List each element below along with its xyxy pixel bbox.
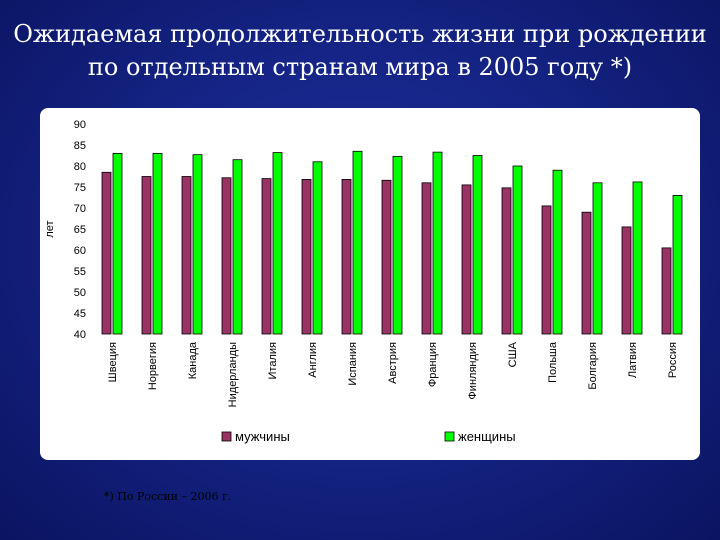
- x-tick-label: Нидерланды: [227, 342, 239, 407]
- bar-women: Россия: 73: [672, 195, 683, 335]
- bar-women: Австрия: 82.3: [392, 155, 403, 335]
- bar-women: Канада: 82.7: [192, 154, 203, 335]
- x-tick-label: Швеция: [107, 342, 119, 382]
- x-tick-label: Финляндия: [467, 342, 479, 400]
- y-tick-label: 85: [74, 140, 86, 152]
- title-line-1: Ожидаемая продолжительность жизни при ро…: [13, 20, 707, 48]
- y-tick-label: 90: [74, 119, 86, 131]
- y-tick-label: 65: [74, 224, 86, 236]
- legend-swatch: [221, 431, 232, 442]
- bar-men: Латвия: 65.5: [621, 226, 632, 335]
- title-line-2: по отдельным странам мира в 2005 году *): [87, 53, 633, 81]
- x-tick-label: Латвия: [627, 342, 639, 378]
- y-tick-label: 60: [74, 245, 86, 257]
- bar-women: Норвегия: 83: [152, 153, 163, 335]
- bar-men: Швеция: 78.5: [101, 171, 112, 335]
- bar-men: Финляндия: 75.5: [461, 184, 472, 335]
- bar-men: Норвегия: 77.5: [141, 176, 152, 335]
- y-tick-label: 55: [74, 266, 86, 278]
- bar-men: Австрия: 76.6: [381, 179, 392, 335]
- y-axis-label: лет: [44, 220, 56, 237]
- bar-women: Испания: 83.5: [352, 150, 363, 335]
- x-tick-label: Франция: [427, 342, 439, 387]
- x-tick-label: США: [507, 341, 519, 367]
- legend-label: мужчины: [235, 429, 290, 444]
- y-tick-label: 50: [74, 287, 86, 299]
- x-tick-label: Болгария: [587, 342, 599, 390]
- bar-chart: 40 45 50 55 60 65 70 75 80 85 90 лет Швеция: 78.5 Нор…: [44, 119, 683, 444]
- y-tick-label: 80: [74, 161, 86, 173]
- legend-label: женщины: [458, 429, 516, 444]
- bar-men: Англия: 76.8: [301, 179, 312, 335]
- bar-men: Италия: 77: [261, 178, 272, 335]
- x-tick-label: Испания: [347, 342, 359, 386]
- bar-women: Болгария: 76: [592, 182, 603, 335]
- legend-swatch: [444, 431, 455, 442]
- bar-women: Латвия: 76.2: [632, 181, 643, 335]
- bar-women: США: 80: [512, 165, 523, 335]
- bar-men: США: 74.8: [501, 187, 512, 335]
- y-tick-label: 75: [74, 182, 86, 194]
- y-tick-label: 45: [74, 308, 86, 320]
- bar-men: Россия: 60.5: [661, 247, 672, 335]
- bar-women: Италия: 83.2: [272, 152, 283, 335]
- y-tick-label: 70: [74, 203, 86, 215]
- bar-women: Финляндия: 82.5: [472, 155, 483, 335]
- x-tick-label: Польша: [547, 341, 559, 383]
- bar-men: Болгария: 69: [581, 211, 592, 335]
- bar-women: Польша: 79: [552, 169, 563, 335]
- bar-men: Франция: 76: [421, 182, 432, 335]
- bar-women: Нидерланды: 81.5: [232, 159, 243, 335]
- bar-women: Франция: 83.3: [432, 151, 443, 335]
- y-tick-label: 40: [74, 329, 86, 341]
- footnote: *) По России – 2006 г.: [104, 490, 232, 503]
- bar-men: Польша: 70.5: [541, 205, 552, 335]
- bar-men: Канада: 77.5: [181, 176, 192, 335]
- x-tick-label: Англия: [307, 342, 319, 378]
- bar-men: Испания: 76.8: [341, 179, 352, 335]
- bar-men: Нидерланды: 77.2: [221, 177, 232, 335]
- x-tick-label: Канада: [187, 341, 199, 379]
- slide-title: Ожидаемая продолжительность жизни при ро…: [0, 18, 720, 84]
- bar-women: Англия: 81: [312, 161, 323, 335]
- x-tick-label: Россия: [667, 342, 679, 378]
- bar-women: Швеция: 83: [112, 153, 123, 335]
- x-tick-label: Италия: [267, 342, 279, 380]
- x-tick-label: Норвегия: [147, 342, 159, 390]
- x-tick-label: Австрия: [387, 342, 399, 384]
